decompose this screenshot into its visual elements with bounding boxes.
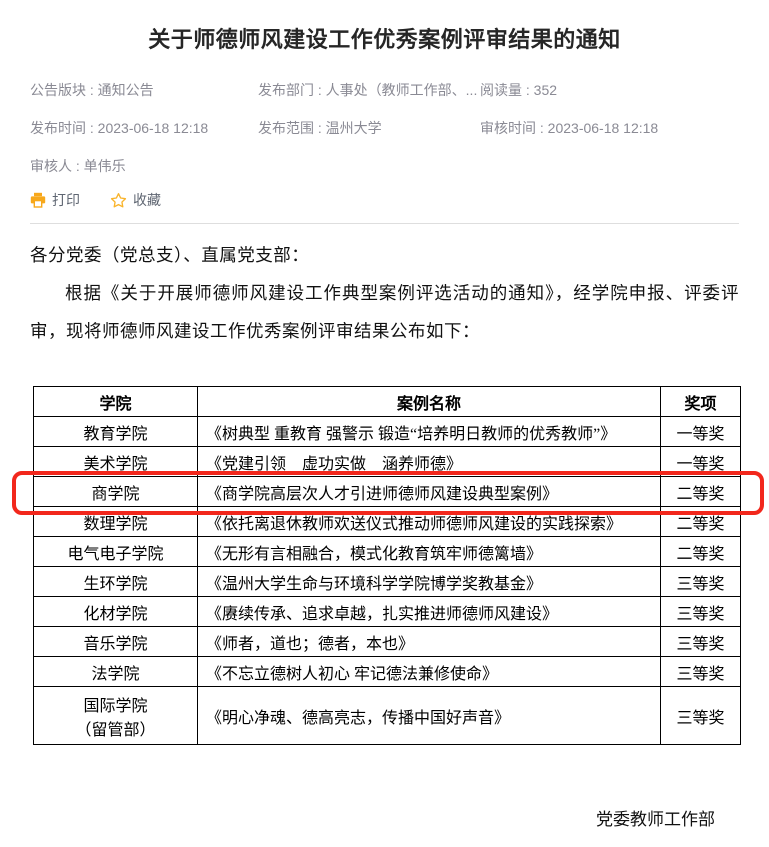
meta-review-time: 审核时间 : 2023-06-18 12:18 [480,120,659,136]
notice-body: 各分党委（党总支）、直属党支部： 根据《关于开展师德师风建设工作典型案例评选活动… [30,236,739,350]
section-divider [30,223,739,224]
notice-footer: 党委教师工作部 2023年6月18日 [30,801,739,847]
col-header-college: 学院 [33,386,198,417]
meta-publish-time: 发布时间 : 2023-06-18 12:18 [30,120,209,136]
printer-icon [30,192,46,208]
table-row: 数理学院 《依托离退休教师欢送仪式推动师德师风建设的实践探索》 二等奖 [33,506,741,537]
table-row: 电气电子学院 《无形有言相融合，模式化教育筑牢师德篱墙》 二等奖 [33,536,741,567]
table-row: 生环学院 《温州大学生命与环境科学学院博学奖教基金》 三等奖 [33,566,741,597]
action-bar: 打印 收藏 [30,190,739,210]
star-icon [110,192,127,209]
table-row: 法学院 《不忘立德树人初心 牢记德法兼修使命》 三等奖 [33,656,741,687]
table-row-highlighted: 商学院 《商学院高层次人才引进师德师风建设典型案例》 二等奖 [33,476,741,507]
table-row: 教育学院 《树典型 重教育 强警示 锻造“培养明日教师的优秀教师”》 一等奖 [33,416,741,447]
meta-board: 公告版块 : 通知公告 [30,82,154,98]
table-row: 化材学院 《赓续传承、追求卓越，扎实推进师德师风建设》 三等奖 [33,596,741,627]
results-table: 学院 案例名称 奖项 教育学院 《树典型 重教育 强警示 锻造“培养明日教师的优… [33,386,741,745]
footer-date: 2023年6月18日 [30,838,715,847]
results-table-wrap: 学院 案例名称 奖项 教育学院 《树典型 重教育 强警示 锻造“培养明日教师的优… [12,386,764,745]
meta-publish-scope: 发布范围 : 温州大学 [258,120,382,136]
body-paragraph: 根据《关于开展师德师风建设工作典型案例评选活动的通知》，经学院申报、评委评审，现… [30,283,739,341]
footer-department: 党委教师工作部 [596,810,715,829]
meta-read-count: 阅读量 : 352 [480,82,558,98]
table-header-row: 学院 案例名称 奖项 [33,386,741,417]
notice-meta: 公告版块 : 通知公告 发布部门 : 人事处（教师工作部、... 阅读量 : 3… [30,80,739,176]
salutation-line: 各分党委（党总支）、直属党支部： [30,245,310,265]
meta-reviewer: 审核人 : 单伟乐 [30,158,126,174]
favorite-button-label: 收藏 [133,192,161,208]
favorite-button[interactable]: 收藏 [110,190,161,210]
col-header-award: 奖项 [660,386,741,417]
table-row: 音乐学院 《师者，道也；德者，本也》 三等奖 [33,626,741,657]
print-button-label: 打印 [52,192,80,208]
table-row: 美术学院 《党建引领 虚功实做 涵养师德》 一等奖 [33,446,741,477]
col-header-case: 案例名称 [197,386,661,417]
page-title: 关于师德师风建设工作优秀案例评审结果的通知 [148,27,621,52]
table-row: 国际学院 （留管部） 《明心净魂、德高亮志，传播中国好声音》 三等奖 [33,686,741,745]
meta-publish-dept: 发布部门 : 人事处（教师工作部、... [258,82,478,98]
print-button[interactable]: 打印 [30,190,80,210]
